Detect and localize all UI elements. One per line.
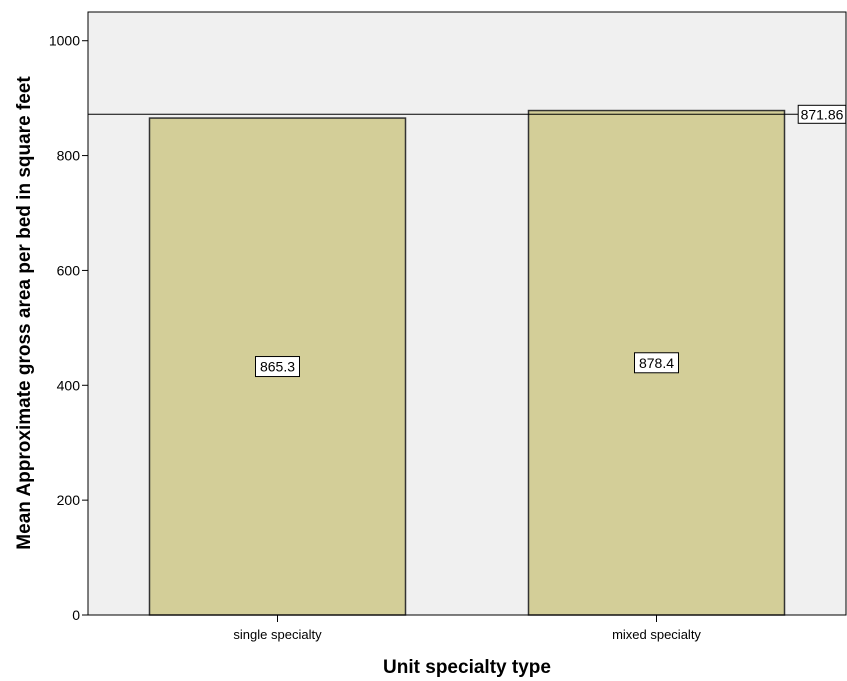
y-tick-label: 800 [57, 148, 81, 164]
data-label: 865.3 [260, 359, 295, 375]
y-tick-label: 0 [72, 607, 80, 623]
data-label: 878.4 [639, 355, 674, 371]
x-axis-title: Unit specialty type [383, 657, 551, 678]
y-tick-label: 400 [57, 377, 81, 393]
y-axis-ticks: 0 200 400 600 800 1000 [49, 33, 88, 623]
y-tick-label: 200 [57, 492, 81, 508]
x-axis-ticks: single specialty mixed specialty [233, 615, 701, 642]
x-tick-label: mixed specialty [612, 627, 701, 642]
y-tick-label: 600 [57, 262, 81, 278]
y-axis-title: Mean Approximate gross area per bed in s… [14, 76, 35, 550]
reference-line-label-box: 871.86 [798, 105, 846, 123]
x-tick-label: single specialty [233, 627, 322, 642]
y-tick-label: 1000 [49, 33, 80, 49]
reference-line-label: 871.86 [801, 106, 844, 122]
